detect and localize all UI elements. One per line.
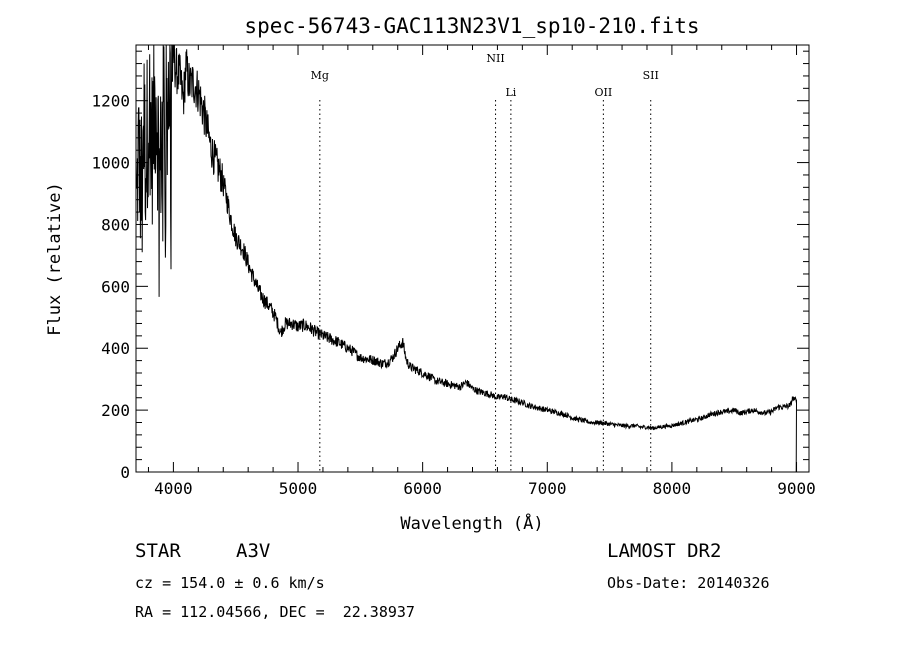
y-tick-label: 1000 xyxy=(91,154,130,173)
x-tick-label: 5000 xyxy=(279,479,318,498)
y-tick-label: 800 xyxy=(101,215,130,234)
spectrum-line xyxy=(136,44,798,473)
y-tick-label: 600 xyxy=(101,277,130,296)
coordinates: RA = 112.04566, DEC = 22.38937 xyxy=(135,603,415,621)
y-tick-label: 200 xyxy=(101,401,130,420)
object-type: STAR xyxy=(135,540,181,562)
line-label-oii: OII xyxy=(595,86,613,99)
chart-title: spec-56743-GAC113N23V1_sp10-210.fits xyxy=(244,14,699,38)
line-label-sii: SII xyxy=(643,69,659,82)
redshift-readout: cz = 154.0 ± 0.6 km/s xyxy=(135,574,325,592)
y-tick-label: 400 xyxy=(101,339,130,358)
y-tick-label: 1200 xyxy=(91,92,130,111)
survey-name: LAMOST DR2 xyxy=(607,540,722,562)
axis-ticks xyxy=(136,45,809,473)
line-label-mg: Mg xyxy=(311,69,329,82)
obs-date: Obs-Date: 20140326 xyxy=(607,574,770,592)
tick-labels: 4000 5000 6000 7000 8000 9000 0 200 400 600 800 100… xyxy=(91,92,815,498)
x-axis-label: Wavelength (Å) xyxy=(400,512,543,534)
line-markers: Mg NII Li OII SII xyxy=(311,52,659,472)
x-tick-label: 8000 xyxy=(653,479,692,498)
object-class: A3V xyxy=(236,540,271,562)
line-label-nii: NII xyxy=(486,52,504,65)
x-tick-label: 9000 xyxy=(777,479,816,498)
plot-frame xyxy=(135,44,810,473)
x-tick-label: 4000 xyxy=(154,479,193,498)
x-tick-label: 6000 xyxy=(403,479,442,498)
y-axis-label: Flux (relative) xyxy=(45,182,65,336)
y-tick-label: 0 xyxy=(120,463,130,482)
x-tick-label: 7000 xyxy=(528,479,567,498)
line-label-li: Li xyxy=(505,86,516,99)
